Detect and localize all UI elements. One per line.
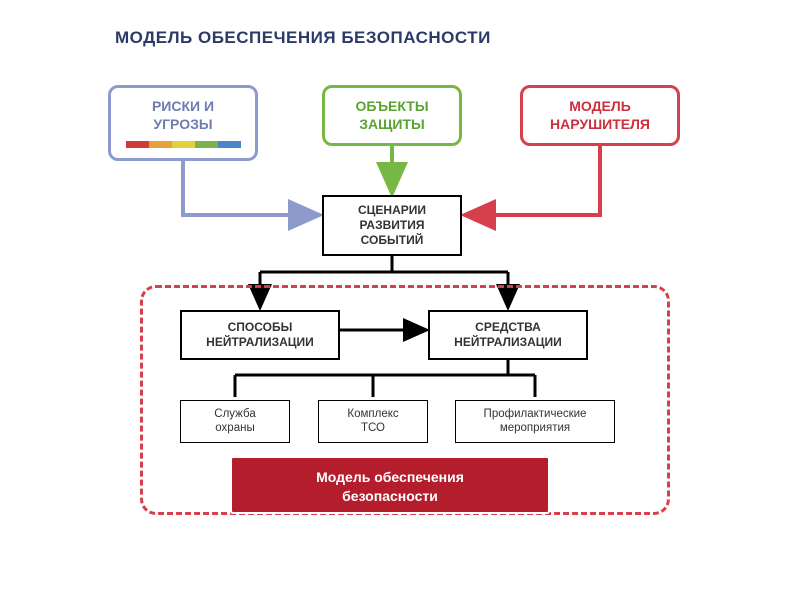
page-title: МОДЕЛЬ ОБЕСПЕЧЕНИЯ БЕЗОПАСНОСТИ	[115, 28, 491, 48]
node-risks-line2: УГРОЗЫ	[153, 116, 212, 134]
node-tso-line2: ТСО	[361, 421, 385, 435]
node-scenarios-line2: РАЗВИТИЯ	[359, 218, 424, 233]
node-risks-line1: РИСКИ И	[152, 98, 214, 116]
risks-stripe	[126, 141, 241, 148]
node-tso-line1: Комплекс	[347, 407, 398, 421]
node-scenarios: СЦЕНАРИИ РАЗВИТИЯ СОБЫТИЙ	[322, 195, 462, 256]
node-guard-line2: охраны	[215, 421, 254, 435]
node-preventive-line1: Профилактические	[484, 407, 587, 421]
node-objects: ОБЪЕКТЫ ЗАЩИТЫ	[322, 85, 462, 146]
node-preventive: Профилактические мероприятия	[455, 400, 615, 443]
red-panel-line1: Модель обеспечения	[316, 469, 464, 485]
node-scenarios-line3: СОБЫТИЙ	[361, 233, 424, 248]
node-scenarios-line1: СЦЕНАРИИ	[358, 203, 426, 218]
node-means: СРЕДСТВА НЕЙТРАЛИЗАЦИИ	[428, 310, 588, 360]
node-guard: Служба охраны	[180, 400, 290, 443]
node-methods-line1: СПОСОБЫ	[228, 320, 293, 335]
node-model: МОДЕЛЬ НАРУШИТЕЛЯ	[520, 85, 680, 146]
node-methods-line2: НЕЙТРАЛИЗАЦИИ	[206, 335, 314, 350]
node-objects-line1: ОБЪЕКТЫ	[355, 98, 428, 116]
node-objects-line2: ЗАЩИТЫ	[359, 116, 424, 134]
node-risks: РИСКИ И УГРОЗЫ	[108, 85, 258, 161]
red-panel-line2: безопасности	[342, 488, 438, 504]
node-tso: Комплекс ТСО	[318, 400, 428, 443]
node-guard-line1: Служба	[214, 407, 255, 421]
node-model-line2: НАРУШИТЕЛЯ	[550, 116, 650, 134]
node-preventive-line2: мероприятия	[500, 421, 570, 435]
node-means-line2: НЕЙТРАЛИЗАЦИИ	[454, 335, 562, 350]
node-means-line1: СРЕДСТВА	[475, 320, 541, 335]
node-model-line1: МОДЕЛЬ	[569, 98, 631, 116]
node-methods: СПОСОБЫ НЕЙТРАЛИЗАЦИИ	[180, 310, 340, 360]
red-panel: Модель обеспечения безопасности	[230, 456, 550, 514]
